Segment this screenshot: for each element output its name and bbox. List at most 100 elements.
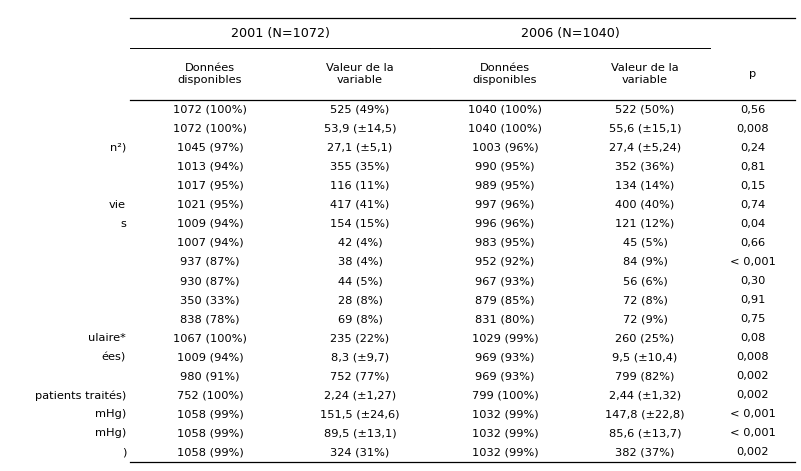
Text: 1007 (94%): 1007 (94%) bbox=[177, 238, 244, 248]
Text: p: p bbox=[749, 69, 756, 79]
Text: 0,008: 0,008 bbox=[736, 352, 769, 362]
Text: mHg): mHg) bbox=[95, 429, 126, 439]
Text: 997 (96%): 997 (96%) bbox=[475, 200, 535, 210]
Text: 72 (9%): 72 (9%) bbox=[622, 314, 667, 324]
Text: 752 (100%): 752 (100%) bbox=[177, 390, 244, 400]
Text: 27,1 (±5,1): 27,1 (±5,1) bbox=[328, 143, 392, 153]
Text: s: s bbox=[120, 219, 126, 229]
Text: 996 (96%): 996 (96%) bbox=[475, 219, 534, 229]
Text: 838 (78%): 838 (78%) bbox=[180, 314, 239, 324]
Text: 1072 (100%): 1072 (100%) bbox=[173, 105, 247, 114]
Text: 1013 (94%): 1013 (94%) bbox=[177, 162, 244, 172]
Text: 355 (35%): 355 (35%) bbox=[330, 162, 390, 172]
Text: 151,5 (±24,6): 151,5 (±24,6) bbox=[320, 409, 400, 419]
Text: 0,15: 0,15 bbox=[740, 181, 765, 191]
Text: 85,6 (±13,7): 85,6 (±13,7) bbox=[609, 429, 681, 439]
Text: ées): ées) bbox=[102, 352, 126, 362]
Text: 121 (12%): 121 (12%) bbox=[615, 219, 674, 229]
Text: 8,3 (±9,7): 8,3 (±9,7) bbox=[331, 352, 389, 362]
Text: 154 (15%): 154 (15%) bbox=[330, 219, 390, 229]
Text: 0,66: 0,66 bbox=[740, 238, 765, 248]
Text: 42 (4%): 42 (4%) bbox=[338, 238, 382, 248]
Text: 0,81: 0,81 bbox=[740, 162, 765, 172]
Text: 967 (93%): 967 (93%) bbox=[475, 276, 535, 286]
Text: 989 (95%): 989 (95%) bbox=[475, 181, 535, 191]
Text: 38 (4%): 38 (4%) bbox=[337, 257, 382, 267]
Text: 1009 (94%): 1009 (94%) bbox=[177, 219, 244, 229]
Text: 69 (8%): 69 (8%) bbox=[337, 314, 382, 324]
Text: 352 (36%): 352 (36%) bbox=[615, 162, 674, 172]
Text: 1032 (99%): 1032 (99%) bbox=[472, 429, 538, 439]
Text: 937 (87%): 937 (87%) bbox=[180, 257, 239, 267]
Text: 1067 (100%): 1067 (100%) bbox=[173, 333, 247, 343]
Text: n²): n²) bbox=[110, 143, 126, 153]
Text: 45 (5%): 45 (5%) bbox=[622, 238, 667, 248]
Text: 72 (8%): 72 (8%) bbox=[622, 295, 667, 305]
Text: 44 (5%): 44 (5%) bbox=[338, 276, 382, 286]
Text: 235 (22%): 235 (22%) bbox=[331, 333, 389, 343]
Text: 0,75: 0,75 bbox=[740, 314, 765, 324]
Text: 969 (93%): 969 (93%) bbox=[475, 371, 535, 381]
Text: 525 (49%): 525 (49%) bbox=[330, 105, 389, 114]
Text: Valeur de la
variable: Valeur de la variable bbox=[326, 63, 394, 85]
Text: 799 (82%): 799 (82%) bbox=[615, 371, 674, 381]
Text: 1040 (100%): 1040 (100%) bbox=[468, 123, 542, 134]
Text: Valeur de la
variable: Valeur de la variable bbox=[611, 63, 678, 85]
Text: 27,4 (±5,24): 27,4 (±5,24) bbox=[609, 143, 681, 153]
Text: 1032 (99%): 1032 (99%) bbox=[472, 409, 538, 419]
Text: 2,24 (±1,27): 2,24 (±1,27) bbox=[324, 390, 396, 400]
Text: 1072 (100%): 1072 (100%) bbox=[173, 123, 247, 134]
Text: 1058 (99%): 1058 (99%) bbox=[177, 429, 244, 439]
Text: 1003 (96%): 1003 (96%) bbox=[472, 143, 538, 153]
Text: mHg): mHg) bbox=[95, 409, 126, 419]
Text: 983 (95%): 983 (95%) bbox=[475, 238, 535, 248]
Text: 260 (25%): 260 (25%) bbox=[615, 333, 674, 343]
Text: 417 (41%): 417 (41%) bbox=[330, 200, 389, 210]
Text: 930 (87%): 930 (87%) bbox=[180, 276, 239, 286]
Text: 0,91: 0,91 bbox=[740, 295, 765, 305]
Text: 116 (11%): 116 (11%) bbox=[330, 181, 390, 191]
Text: 1045 (97%): 1045 (97%) bbox=[177, 143, 244, 153]
Text: 350 (33%): 350 (33%) bbox=[180, 295, 239, 305]
Text: 0,04: 0,04 bbox=[740, 219, 765, 229]
Text: 0,74: 0,74 bbox=[740, 200, 765, 210]
Text: 0,30: 0,30 bbox=[740, 276, 765, 286]
Text: 1009 (94%): 1009 (94%) bbox=[177, 352, 244, 362]
Text: 2,44 (±1,32): 2,44 (±1,32) bbox=[609, 390, 681, 400]
Text: 28 (8%): 28 (8%) bbox=[337, 295, 382, 305]
Text: < 0,001: < 0,001 bbox=[730, 257, 775, 267]
Text: Données
disponibles: Données disponibles bbox=[473, 63, 537, 85]
Text: 0,56: 0,56 bbox=[740, 105, 765, 114]
Text: < 0,001: < 0,001 bbox=[730, 409, 775, 419]
Text: 990 (95%): 990 (95%) bbox=[475, 162, 535, 172]
Text: 969 (93%): 969 (93%) bbox=[475, 352, 535, 362]
Text: < 0,001: < 0,001 bbox=[730, 429, 775, 439]
Text: 1058 (99%): 1058 (99%) bbox=[177, 447, 244, 457]
Text: 53,9 (±14,5): 53,9 (±14,5) bbox=[324, 123, 396, 134]
Text: 980 (91%): 980 (91%) bbox=[180, 371, 239, 381]
Text: 0,24: 0,24 bbox=[740, 143, 765, 153]
Text: 55,6 (±15,1): 55,6 (±15,1) bbox=[609, 123, 681, 134]
Text: 0,08: 0,08 bbox=[740, 333, 765, 343]
Text: patients traités): patients traités) bbox=[34, 390, 126, 400]
Text: 0,008: 0,008 bbox=[736, 123, 769, 134]
Text: 952 (92%): 952 (92%) bbox=[475, 257, 534, 267]
Text: ): ) bbox=[122, 447, 126, 457]
Text: 1017 (95%): 1017 (95%) bbox=[177, 181, 244, 191]
Text: ulaire*: ulaire* bbox=[88, 333, 126, 343]
Text: 1032 (99%): 1032 (99%) bbox=[472, 447, 538, 457]
Text: 752 (77%): 752 (77%) bbox=[330, 371, 390, 381]
Text: 1021 (95%): 1021 (95%) bbox=[177, 200, 244, 210]
Text: 9,5 (±10,4): 9,5 (±10,4) bbox=[613, 352, 678, 362]
Text: 1040 (100%): 1040 (100%) bbox=[468, 105, 542, 114]
Text: 147,8 (±22,8): 147,8 (±22,8) bbox=[606, 409, 685, 419]
Text: 0,002: 0,002 bbox=[736, 447, 769, 457]
Text: 84 (9%): 84 (9%) bbox=[622, 257, 667, 267]
Text: 2006 (N=1040): 2006 (N=1040) bbox=[521, 26, 619, 40]
Text: Données
disponibles: Données disponibles bbox=[178, 63, 242, 85]
Text: 2001 (N=1072): 2001 (N=1072) bbox=[231, 26, 329, 40]
Text: 400 (40%): 400 (40%) bbox=[615, 200, 674, 210]
Text: 0,002: 0,002 bbox=[736, 390, 769, 400]
Text: 382 (37%): 382 (37%) bbox=[615, 447, 674, 457]
Text: 1029 (99%): 1029 (99%) bbox=[472, 333, 538, 343]
